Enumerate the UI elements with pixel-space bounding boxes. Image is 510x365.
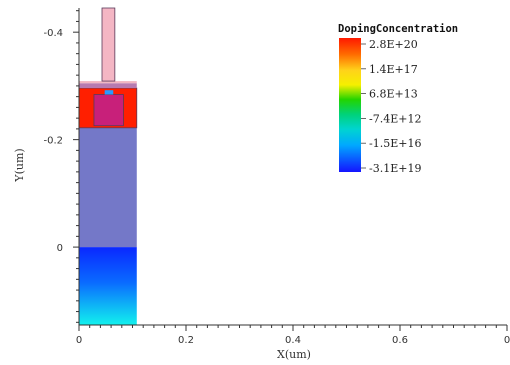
x-tick-label: 0.4 — [285, 335, 301, 346]
legend-label: 2.8E+20 — [369, 38, 418, 51]
x-tick-label: 0 — [76, 335, 82, 346]
legend-label: -3.1E+19 — [369, 162, 421, 175]
region-top-cap — [79, 81, 137, 84]
x-axis-title: X(um) — [277, 348, 311, 361]
legend-title: DopingConcentration — [338, 23, 458, 35]
legend-colorbar — [339, 38, 361, 172]
x-tick-label: 0 — [504, 335, 510, 346]
region-vertical-contact — [101, 7, 116, 82]
region-substrate-deep — [79, 247, 137, 325]
x-tick-label: 0.6 — [392, 335, 408, 346]
y-tick-label: -0.2 — [43, 136, 63, 147]
y-tick-label: 0 — [57, 243, 63, 254]
doping-regions — [78, 7, 138, 325]
legend-labels: 2.8E+20 1.4E+17 6.8E+13 -7.4E+12 -1.5E+16 -3.… — [361, 38, 421, 175]
x-tick-label: 0.2 — [178, 335, 194, 346]
y-tick-label: -0.4 — [43, 28, 63, 39]
axes: 0 0.2 0.4 0.6 0 -0.4 -0.2 0 — [43, 8, 510, 346]
legend-label: 1.4E+17 — [369, 63, 418, 76]
legend: DopingConcentration 2.8E+20 1.4E+17 6.8E+1… — [338, 23, 458, 175]
region-emitter-island — [93, 94, 124, 127]
legend-label: -1.5E+16 — [369, 137, 421, 150]
region-cap-layer — [79, 83, 137, 89]
region-oxide — [79, 127, 137, 248]
y-axis-title: Y(um) — [13, 148, 26, 182]
region-contact-spot — [104, 90, 114, 95]
legend-label: 6.8E+13 — [369, 88, 418, 101]
legend-label: -7.4E+12 — [369, 112, 421, 125]
